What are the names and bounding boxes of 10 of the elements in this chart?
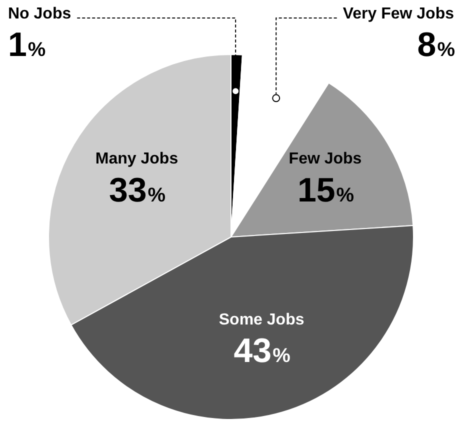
data-label: 33% xyxy=(108,171,166,210)
slice-label: Few Jobs xyxy=(288,150,362,168)
data-label: 15% xyxy=(297,171,354,210)
slice-label: Some Jobs xyxy=(218,312,304,329)
slice-label: Many Jobs xyxy=(95,150,178,168)
data-label: 8% xyxy=(417,26,456,64)
slice-label: No Jobs xyxy=(8,5,72,22)
data-label: 1% xyxy=(8,26,46,64)
data-label: 43% xyxy=(234,332,291,370)
slice-label: Very Few Jobs xyxy=(342,5,454,22)
